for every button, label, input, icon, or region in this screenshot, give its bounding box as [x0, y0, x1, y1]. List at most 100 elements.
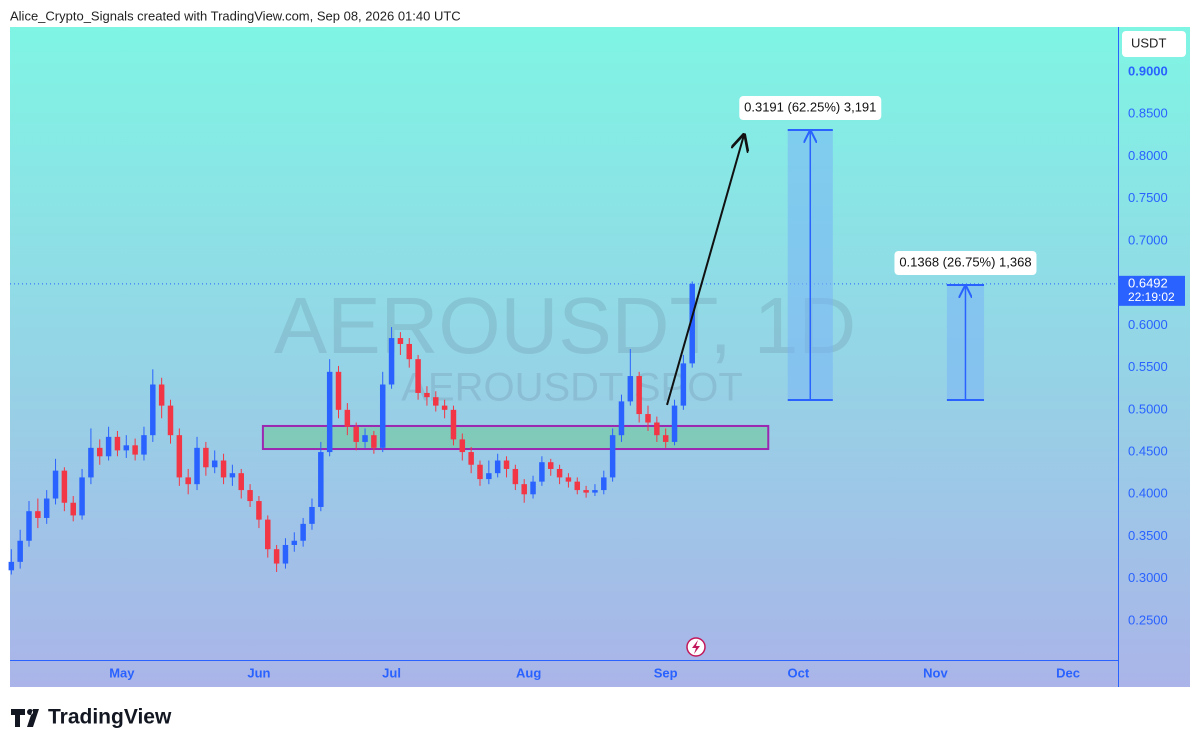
- candle-body: [662, 435, 669, 442]
- candle-body: [371, 435, 377, 448]
- y-tick-label: 0.4000: [1128, 486, 1168, 501]
- candle-body: [503, 460, 510, 469]
- projection-label-box: [894, 251, 1037, 276]
- last-price-box: [1119, 275, 1185, 306]
- last-price-label: 0.6492: [1128, 275, 1168, 290]
- candle-body: [79, 477, 85, 516]
- candle-body: [512, 468, 519, 485]
- x-tick-label: Jun: [247, 665, 270, 680]
- candle-body: [406, 343, 412, 360]
- candle-body: [441, 405, 448, 410]
- candle-body: [203, 447, 209, 468]
- candle-body: [35, 511, 41, 518]
- support-zone: [261, 424, 770, 451]
- x-tick-label: May: [109, 665, 135, 680]
- candle-body: [17, 540, 23, 562]
- projection-label-box: [739, 96, 882, 121]
- candle-body: [424, 392, 430, 398]
- tradingview-logo: [11, 709, 39, 727]
- candle-body: [689, 283, 695, 364]
- candle-body: [176, 435, 183, 478]
- candle-body: [150, 384, 156, 436]
- candle-body: [282, 544, 289, 564]
- lightning-icon: [686, 637, 706, 657]
- y-tick-label: 0.5500: [1128, 359, 1168, 374]
- candle-body: [8, 561, 15, 571]
- candle-body: [318, 452, 324, 507]
- x-tick-label: Jul: [382, 665, 401, 680]
- y-tick-label: 0.7500: [1128, 190, 1168, 205]
- candle-body: [220, 460, 227, 478]
- candle-body: [309, 506, 315, 524]
- countdown: 22:19:02: [1128, 290, 1175, 304]
- candle-body: [397, 338, 404, 344]
- candle-body: [583, 490, 589, 493]
- x-tick-label: Sep: [654, 665, 678, 680]
- candle-body: [300, 523, 306, 541]
- candle-body: [521, 484, 527, 495]
- candle-body: [335, 371, 342, 410]
- target-arrow: [666, 135, 744, 406]
- y-tick-label: 0.8500: [1128, 106, 1168, 121]
- candle-body: [238, 473, 244, 491]
- candle-body: [654, 422, 660, 436]
- y-tick-label: 0.3500: [1128, 528, 1168, 543]
- candle-body: [52, 470, 59, 499]
- x-tick-label: Nov: [923, 665, 948, 680]
- candle-body: [565, 477, 572, 482]
- candle-body: [141, 435, 147, 455]
- y-tick-label: 0.4500: [1128, 444, 1168, 459]
- candle-body: [556, 468, 563, 478]
- header: Alice_Crypto_Signals created with Tradin…: [10, 8, 461, 23]
- candle-body: [211, 460, 218, 468]
- candle-body: [601, 477, 607, 491]
- projection-label: 0.3191 (62.25%) 3,191: [744, 99, 876, 114]
- candle-body: [574, 481, 581, 491]
- x-tick-label: Oct: [787, 665, 809, 680]
- candle-body: [362, 435, 368, 442]
- candle-body: [477, 464, 483, 480]
- candle-body: [618, 401, 625, 436]
- candle-body: [486, 473, 492, 480]
- candle-body: [627, 376, 634, 402]
- candle-body: [592, 490, 598, 493]
- candle-body: [636, 376, 642, 415]
- candle-body: [379, 384, 386, 448]
- candle-body: [530, 481, 536, 495]
- watermark: AEROUSDT, 1D: [274, 281, 856, 370]
- candle-body: [468, 452, 474, 465]
- candle-body: [185, 477, 191, 485]
- y-tick-label: 0.7000: [1128, 232, 1168, 247]
- candle-body: [353, 426, 359, 442]
- y-tick-label: 0.2500: [1128, 612, 1168, 627]
- candle-body: [680, 363, 687, 406]
- candle-body: [158, 384, 165, 406]
- x-tick-label: Dec: [1056, 665, 1080, 680]
- y-tick-label: 0.5000: [1128, 401, 1168, 416]
- candle-body: [256, 501, 262, 520]
- candle-body: [194, 447, 200, 485]
- projection-label: 0.1368 (26.75%) 1,368: [899, 254, 1031, 269]
- candle-body: [97, 447, 103, 457]
- y-tick-label: 0.3000: [1128, 570, 1168, 585]
- currency-box: [1122, 31, 1186, 57]
- candle-body: [229, 473, 236, 478]
- candle-body: [547, 462, 554, 469]
- candle-body: [114, 436, 121, 451]
- y-tick-label: 0.6000: [1128, 317, 1168, 332]
- candle-body: [273, 549, 280, 564]
- candle-body: [291, 540, 298, 545]
- candle-body: [132, 445, 138, 455]
- candle-body: [450, 409, 457, 440]
- candle-body: [415, 359, 421, 393]
- candle-body: [123, 445, 130, 451]
- candle-body: [609, 435, 616, 478]
- candle-body: [326, 371, 333, 453]
- candle-body: [433, 397, 439, 406]
- candle-body: [70, 502, 76, 516]
- candle-body: [459, 439, 466, 453]
- currency: USDT: [1131, 35, 1166, 50]
- candle-body: [88, 447, 94, 478]
